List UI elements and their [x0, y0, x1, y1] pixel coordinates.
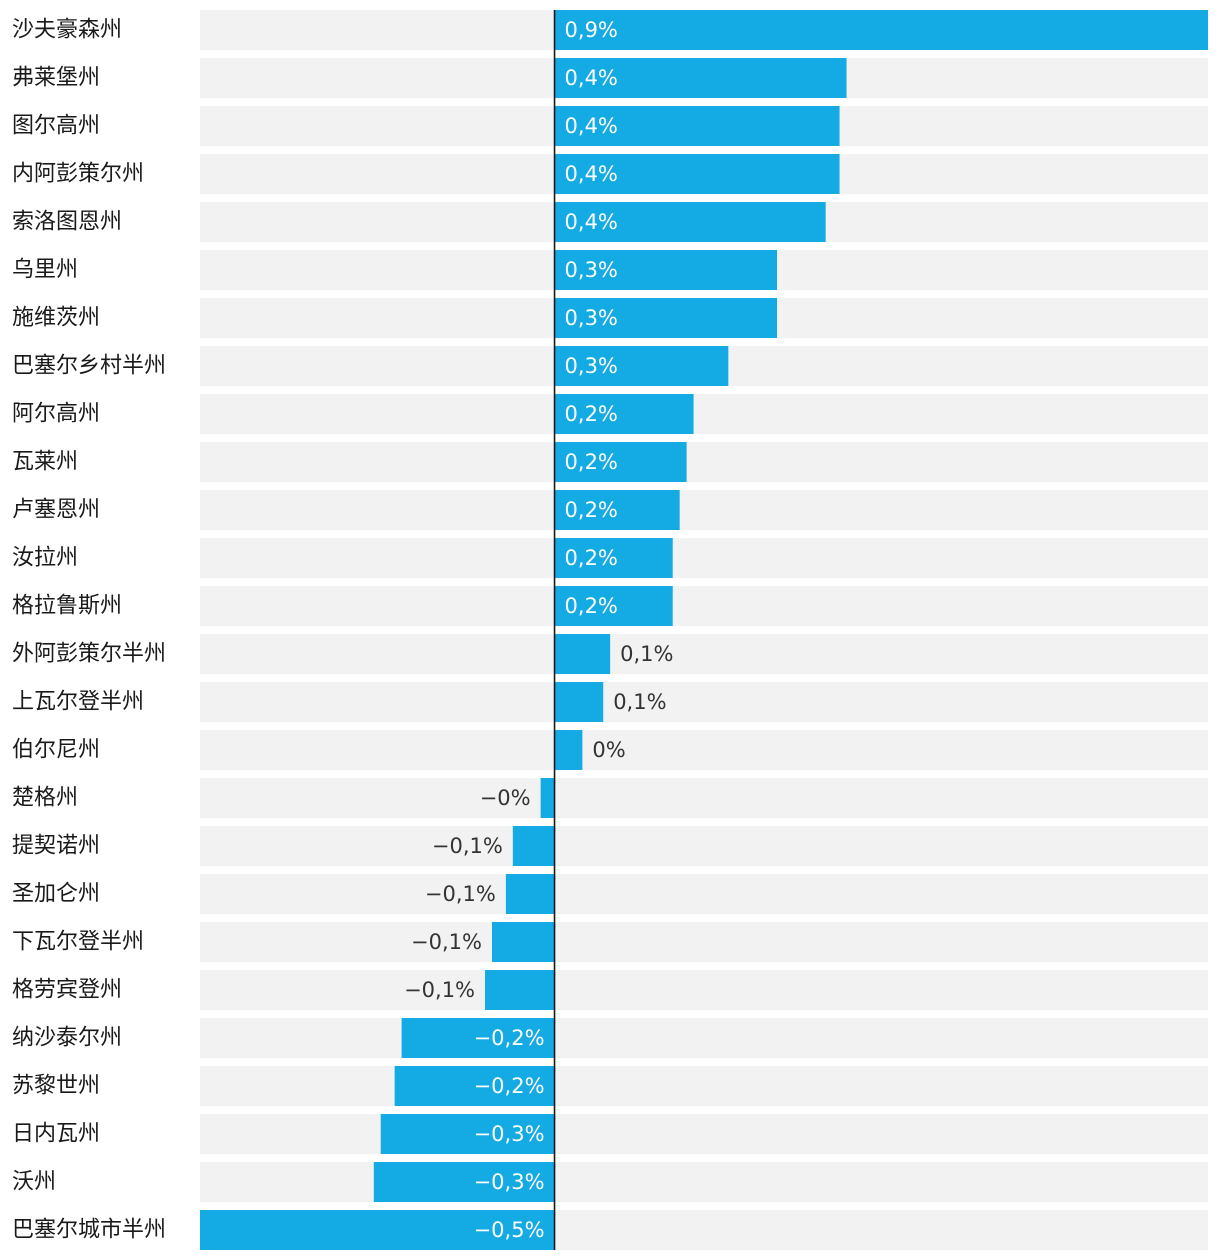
bar: [491, 922, 555, 962]
bar: [512, 826, 555, 866]
bar-track: [200, 1018, 1208, 1058]
category-label: 弗莱堡州: [12, 66, 100, 91]
category-label: 提契诺州: [12, 834, 100, 859]
bar-track: [200, 970, 1208, 1010]
value-label: 0,2%: [565, 594, 618, 618]
value-label: 0,9%: [565, 18, 618, 42]
value-label: −0,5%: [474, 1218, 545, 1242]
category-label: 巴塞尔城市半州: [12, 1218, 166, 1243]
category-label: 沃州: [12, 1170, 56, 1195]
bar-track: [200, 490, 1208, 530]
bar-track: [200, 634, 1208, 674]
bar-track: [200, 778, 1208, 818]
bar: [380, 1114, 555, 1154]
bar: [554, 682, 604, 722]
value-label: 0,4%: [565, 114, 618, 138]
value-label: 0,4%: [565, 66, 618, 90]
category-label: 巴塞尔乡村半州: [12, 354, 166, 379]
bar-track: [200, 442, 1208, 482]
bar: [554, 634, 611, 674]
category-label: 格劳宾登州: [12, 978, 122, 1003]
bar-track: [200, 826, 1208, 866]
category-label: 下瓦尔登半州: [12, 930, 144, 955]
bar-track: [200, 922, 1208, 962]
value-label: −0,2%: [474, 1026, 545, 1050]
category-label: 外阿彭策尔半州: [12, 642, 166, 667]
value-label: 0,2%: [565, 402, 618, 426]
value-label: −0,1%: [411, 930, 482, 954]
bar-track: [200, 586, 1208, 626]
category-label: 日内瓦州: [12, 1122, 100, 1147]
bar: [401, 1018, 555, 1058]
value-label: 0,4%: [565, 162, 618, 186]
category-label: 苏黎世州: [12, 1074, 100, 1099]
value-label: 0,1%: [613, 690, 666, 714]
bar: [554, 442, 687, 482]
bar-track: [200, 538, 1208, 578]
category-label: 沙夫豪森州: [12, 18, 122, 43]
bar: [554, 106, 840, 146]
bar: [200, 1210, 555, 1250]
value-label: 0,2%: [565, 546, 618, 570]
value-label: 0,3%: [565, 354, 618, 378]
value-label: 0%: [592, 738, 625, 762]
bar: [554, 298, 777, 338]
value-label: −0,3%: [474, 1122, 545, 1146]
bar: [554, 58, 847, 98]
category-label: 格拉鲁斯州: [12, 594, 122, 619]
category-label: 卢塞恩州: [12, 498, 100, 523]
bar: [505, 874, 555, 914]
category-label: 瓦莱州: [12, 450, 78, 475]
category-label: 图尔高州: [12, 114, 100, 139]
bar: [485, 970, 555, 1010]
bar: [540, 778, 555, 818]
bar: [394, 1066, 555, 1106]
bar-track: [200, 1162, 1208, 1202]
value-label: 0,2%: [565, 450, 618, 474]
bar: [554, 10, 1208, 50]
bar: [554, 202, 826, 242]
bar: [554, 394, 694, 434]
bar-track: [200, 730, 1208, 770]
value-label: 0,1%: [620, 642, 673, 666]
value-label: 0,2%: [565, 498, 618, 522]
value-label: 0,3%: [565, 306, 618, 330]
bar: [554, 154, 840, 194]
category-label: 索洛图恩州: [12, 210, 122, 235]
category-label: 施维茨州: [12, 306, 100, 331]
category-label: 乌里州: [12, 258, 78, 283]
bar-track: [200, 1066, 1208, 1106]
category-label: 楚格州: [12, 786, 78, 811]
bar-track: [200, 1114, 1208, 1154]
bar-track: [200, 682, 1208, 722]
value-label: −0,1%: [404, 978, 475, 1002]
value-label: −0,2%: [474, 1074, 545, 1098]
value-label: −0,1%: [432, 834, 503, 858]
bar-track: [200, 394, 1208, 434]
bar: [554, 538, 673, 578]
bar: [373, 1162, 555, 1202]
bar: [554, 346, 729, 386]
category-label: 阿尔高州: [12, 402, 100, 427]
category-label: 上瓦尔登半州: [12, 690, 144, 715]
bar-track: [200, 874, 1208, 914]
category-label: 伯尔尼州: [12, 738, 100, 763]
bar: [554, 490, 680, 530]
category-label: 纳沙泰尔州: [12, 1026, 122, 1051]
value-label: 0,3%: [565, 258, 618, 282]
bar: [554, 730, 583, 770]
value-label: 0,4%: [565, 210, 618, 234]
value-label: −0,1%: [425, 882, 496, 906]
value-label: −0,3%: [474, 1170, 545, 1194]
category-label: 圣加仑州: [12, 882, 100, 907]
bar: [554, 250, 777, 290]
category-label: 汝拉州: [12, 546, 78, 571]
value-label: −0%: [480, 786, 531, 810]
bar: [554, 586, 673, 626]
category-label: 内阿彭策尔州: [12, 162, 144, 187]
